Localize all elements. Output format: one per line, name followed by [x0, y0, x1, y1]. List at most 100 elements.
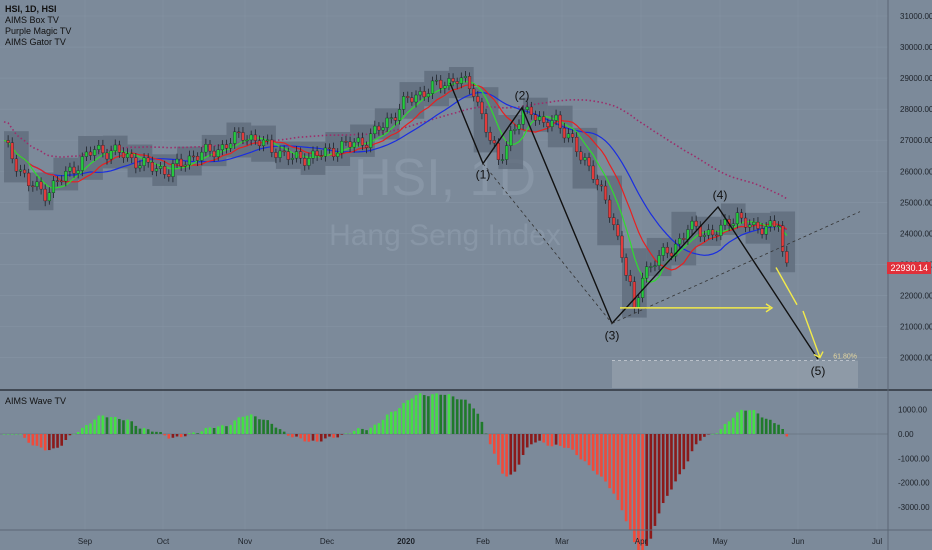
wave-bar: [381, 419, 385, 434]
wave-bar: [736, 412, 739, 434]
wave-bar: [455, 399, 459, 434]
wave-bar: [484, 433, 488, 435]
wave-bar: [340, 434, 344, 435]
wave-bar: [126, 419, 129, 434]
candles: [6, 70, 789, 314]
candle-body: [348, 141, 352, 148]
candle-body: [14, 158, 18, 172]
wave-label: (2): [515, 89, 530, 103]
wave-bar: [146, 429, 150, 434]
candle-body: [200, 151, 204, 161]
candle-body: [35, 181, 39, 187]
candle-body: [307, 158, 311, 166]
candle-body: [377, 125, 381, 131]
wave-bar: [196, 433, 199, 434]
candle-body: [294, 151, 299, 159]
candle-body: [237, 131, 241, 134]
wave-bar: [216, 426, 220, 434]
price-tick-label: 24000.00: [900, 229, 932, 238]
candle-body: [690, 220, 694, 230]
candle-body: [657, 255, 661, 266]
wave-bar: [480, 421, 484, 434]
candle-body: [60, 180, 64, 183]
wave-bar: [633, 434, 636, 543]
wave-bar: [35, 434, 39, 446]
wave-bar: [10, 434, 14, 435]
candle-body: [760, 228, 764, 235]
wave-bar: [183, 434, 187, 437]
candle-body: [356, 137, 360, 143]
wave-bar: [171, 434, 175, 438]
wave-bar: [286, 434, 290, 436]
wave-bar: [109, 417, 113, 434]
wave-bar: [398, 408, 401, 434]
price-tick-label: 21000.00: [900, 323, 932, 332]
wave-bar: [505, 434, 508, 477]
wave-bar: [781, 428, 784, 434]
candle-body: [653, 265, 657, 267]
candle-body: [669, 252, 674, 257]
candle-body: [286, 151, 290, 160]
indicator-label-box[interactable]: AIMS Box TV: [5, 15, 59, 25]
candle-body: [620, 235, 624, 258]
candle-body: [332, 148, 336, 157]
indicator-label-gator[interactable]: AIMS Gator TV: [5, 37, 66, 47]
candle-body: [776, 225, 781, 227]
candle-body: [430, 80, 435, 94]
wave-bar: [534, 434, 537, 443]
candle-body: [105, 152, 109, 160]
candle-body: [439, 79, 443, 89]
candle-body: [154, 168, 159, 172]
wave-bar: [624, 434, 628, 522]
candle-body: [245, 139, 249, 142]
watermark-name: Hang Seng Index: [329, 219, 561, 252]
elliott-wave: 61.80% (1) (2) (3) (4) (5): [449, 82, 861, 388]
wave-bar: [97, 415, 101, 434]
wave-bar: [756, 413, 760, 434]
indicator-label-purple[interactable]: Purple Magic TV: [5, 26, 72, 36]
candle-body: [187, 155, 191, 166]
wave-bar: [303, 434, 307, 442]
price-tick-label: 31000.00: [900, 12, 932, 21]
candle-body: [488, 132, 492, 141]
candle-body: [711, 229, 715, 236]
time-tick-label: Oct: [157, 537, 170, 546]
wave-bar: [637, 434, 640, 550]
wave-bar: [278, 429, 282, 434]
oscillator-title[interactable]: AIMS Wave TV: [5, 396, 67, 406]
candle-body: [624, 257, 628, 276]
wave-oscillator: [0, 393, 888, 550]
candle-body: [84, 151, 88, 157]
candle-body: [455, 81, 459, 84]
wave-bar: [492, 434, 496, 454]
wave-bar: [225, 426, 228, 434]
wave-bar: [674, 434, 677, 482]
price-tick-label: 29000.00: [900, 74, 932, 83]
wave-bar: [48, 434, 51, 451]
candle-body: [645, 266, 649, 279]
candle-body: [731, 223, 735, 226]
wave-bar: [476, 413, 480, 434]
candle-body: [224, 144, 229, 149]
candle-body: [18, 169, 23, 172]
wave-bar: [43, 434, 47, 451]
candle-body: [467, 76, 472, 90]
candle-body: [117, 144, 121, 153]
wave-bar: [686, 434, 690, 462]
candle-body: [68, 166, 72, 172]
candle-body: [315, 150, 319, 156]
wave-bar: [554, 434, 558, 445]
legend: HSI, 1D, HSI AIMS Box TV Purple Magic TV…: [5, 4, 71, 48]
symbol-label[interactable]: HSI, 1D, HSI: [5, 4, 57, 14]
candle-body: [27, 172, 31, 187]
candle-body: [241, 132, 245, 141]
projection-arrow: [802, 310, 821, 358]
wave-bar: [620, 434, 624, 511]
wave-bar: [175, 434, 179, 437]
price-tick-label: 30000.00: [900, 43, 932, 52]
wave-bar: [727, 421, 731, 434]
time-tick-label: Jul: [872, 537, 882, 546]
time-tick-label: Feb: [476, 537, 490, 546]
wave-bar: [406, 400, 410, 434]
